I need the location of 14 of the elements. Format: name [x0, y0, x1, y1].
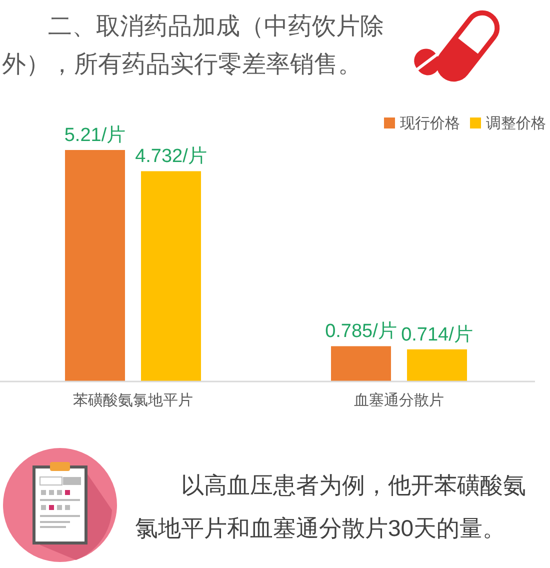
legend-label: 调整价格 [486, 115, 546, 132]
x-tick-label: 苯磺酸氨氯地平片 [73, 392, 193, 409]
bar [65, 150, 125, 381]
x-tick-label: 血塞通分散片 [354, 392, 444, 409]
data-label: 0.785/片 [325, 321, 397, 342]
text: 以高血压患者为例，他开苯磺酸氨氯地平片和血塞通分散片30天的量。 [135, 472, 526, 541]
data-label: 4.732/片 [135, 146, 207, 168]
chart-title: 二、取消药品加成（中药饮片除外），所有药品实行零差率销售。 [2, 13, 384, 78]
bar [407, 349, 467, 381]
bar [141, 171, 201, 381]
data-label: 0.714/片 [401, 324, 473, 346]
legend-label: 现行价格 [400, 115, 460, 132]
data-label: 5.21/片 [64, 125, 126, 146]
bar [331, 346, 391, 381]
